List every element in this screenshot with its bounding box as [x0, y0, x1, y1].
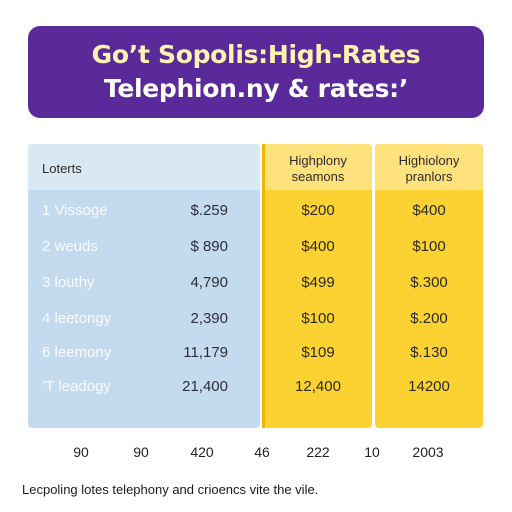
row-label: 6 leemony	[42, 344, 112, 361]
table-cell: 21,400	[182, 378, 228, 395]
footer-value: 2003	[412, 444, 444, 460]
table-cell: $.130	[410, 344, 448, 361]
table-cell: $400	[301, 238, 335, 255]
table-cell: $100	[412, 238, 446, 255]
column-header-highiolony: Highiolony pranlors	[398, 153, 460, 184]
lots-column-header	[28, 144, 260, 190]
footer-value: 46	[254, 444, 270, 460]
column-header-lots: Loterts	[42, 161, 82, 176]
table-cell: $109	[301, 344, 335, 361]
chart-title-line-1: Go’t Sopolis:High-Rates	[91, 40, 421, 69]
lots-column	[28, 144, 260, 428]
highiolony-column-header	[375, 144, 483, 190]
table-cell: $100	[301, 310, 335, 327]
row-label: 3 louthy	[42, 274, 95, 291]
table-cell: $.200	[410, 310, 448, 327]
table-cell: $.300	[410, 274, 448, 291]
highplony-column-header	[264, 144, 372, 190]
footer-value: 90	[73, 444, 89, 460]
row-label: ’T leadogy	[42, 378, 111, 395]
table-cell: 12,400	[295, 378, 341, 395]
row-label: 2 weuds	[42, 238, 98, 255]
highiolony-column	[375, 144, 483, 428]
footer-value: 222	[306, 444, 330, 460]
row-label: 4 leetongy	[42, 310, 112, 327]
highplony-column	[264, 144, 372, 428]
caption: Lecpoling lotes telephony and crioencs v…	[22, 482, 319, 497]
column-header-highplony: Highplony seamons	[289, 153, 347, 184]
footer-value: 90	[133, 444, 149, 460]
footer-value: 420	[190, 444, 214, 460]
table-cell: 2,390	[190, 310, 228, 327]
table-cell: $ 890	[190, 238, 228, 255]
table-cell: $499	[301, 274, 335, 291]
title-banner: Go’t Sopolis:High-Rates Telephion.ny & r…	[28, 26, 484, 118]
footer-value: 10	[364, 444, 380, 460]
table-cell: 4,790	[190, 274, 228, 291]
table-cell: $.259	[190, 202, 228, 219]
table-cell: $400	[412, 202, 446, 219]
table-cell: 11,179	[183, 344, 228, 361]
table-cell: 14200	[408, 378, 450, 395]
row-label: 1 Vissoge	[42, 202, 108, 219]
column-divider	[262, 144, 265, 428]
table-cell: $200	[301, 202, 335, 219]
chart-title-line-2: Telephion.ny & rates:’	[103, 74, 409, 103]
